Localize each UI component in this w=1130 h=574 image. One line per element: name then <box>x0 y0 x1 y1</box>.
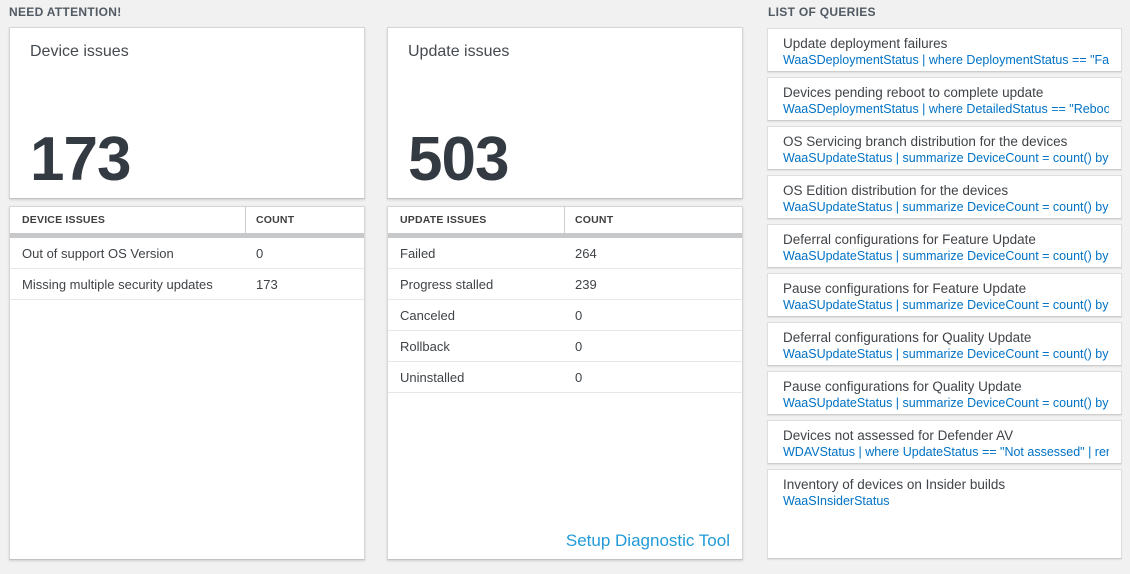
row-count: 0 <box>575 307 583 323</box>
table-row[interactable]: Failed 264 <box>388 238 742 269</box>
row-count: 239 <box>575 276 597 292</box>
table-row[interactable]: Out of support OS Version 0 <box>10 238 364 269</box>
query-title: Devices pending reboot to complete updat… <box>783 85 1044 100</box>
update-issues-table-header: UPDATE ISSUES COUNT <box>388 207 742 233</box>
query-text: WaaSUpdateStatus | summarize DeviceCount… <box>783 249 1109 263</box>
update-issues-table-tile: UPDATE ISSUES COUNT Failed 264 Progress … <box>387 206 743 560</box>
table-row[interactable]: Progress stalled 239 <box>388 269 742 300</box>
query-item[interactable]: Devices pending reboot to complete updat… <box>767 77 1122 121</box>
query-text: WDAVStatus | where UpdateStatus == "Not … <box>783 445 1109 459</box>
table-row[interactable]: Missing multiple security updates 173 <box>10 269 364 300</box>
query-title: Devices not assessed for Defender AV <box>783 428 1014 443</box>
row-label: Progress stalled <box>400 276 494 292</box>
device-issues-summary-tile[interactable]: Device issues 173 <box>9 27 365 199</box>
query-item[interactable]: Deferral configurations for Quality Upda… <box>767 322 1122 366</box>
need-attention-section-header: NEED ATTENTION! <box>9 5 122 19</box>
query-title: Update deployment failures <box>783 36 948 51</box>
row-label: Canceled <box>400 307 455 323</box>
setup-diagnostic-tool-link[interactable]: Setup Diagnostic Tool <box>565 531 730 550</box>
device-issues-table-tile: DEVICE ISSUES COUNT Out of support OS Ve… <box>9 206 365 560</box>
row-label: Rollback <box>400 338 450 354</box>
query-title: OS Servicing branch distribution for the… <box>783 134 1068 149</box>
query-title: Deferral configurations for Quality Upda… <box>783 330 1032 345</box>
update-count-column-header: COUNT <box>564 207 742 233</box>
query-item[interactable]: Update deployment failures WaaSDeploymen… <box>767 28 1122 72</box>
query-text: WaaSUpdateStatus | summarize DeviceCount… <box>783 396 1109 410</box>
query-item[interactable]: Inventory of devices on Insider builds W… <box>767 469 1122 559</box>
table-row[interactable]: Rollback 0 <box>388 331 742 362</box>
update-issues-title: Update issues <box>408 43 510 60</box>
list-of-queries-panel: Update deployment failures WaaSDeploymen… <box>767 28 1122 559</box>
row-label: Failed <box>400 245 436 261</box>
query-text: WaaSUpdateStatus | summarize DeviceCount… <box>783 347 1109 361</box>
query-item[interactable]: Pause configurations for Feature Update … <box>767 273 1122 317</box>
query-title: OS Edition distribution for the devices <box>783 183 1009 198</box>
row-label: Missing multiple security updates <box>22 276 213 292</box>
table-row[interactable]: Uninstalled 0 <box>388 362 742 393</box>
query-text: WaaSUpdateStatus | summarize DeviceCount… <box>783 151 1109 165</box>
update-issues-column-header: UPDATE ISSUES <box>400 214 487 226</box>
update-issues-count: 503 <box>408 125 509 194</box>
query-title: Deferral configurations for Feature Upda… <box>783 232 1036 247</box>
device-issues-count: 173 <box>30 125 131 194</box>
row-count: 0 <box>256 245 264 261</box>
row-count: 0 <box>575 338 583 354</box>
device-issues-title: Device issues <box>30 43 129 60</box>
table-header-divider-bar <box>388 233 742 238</box>
query-text: WaaSInsiderStatus <box>783 494 890 508</box>
query-title: Inventory of devices on Insider builds <box>783 477 1006 492</box>
query-text: WaaSDeploymentStatus | where DeploymentS… <box>783 53 1109 67</box>
table-header-divider-bar <box>10 233 364 238</box>
device-count-column-header: COUNT <box>245 207 364 233</box>
query-text: WaaSUpdateStatus | summarize DeviceCount… <box>783 200 1109 214</box>
query-item[interactable]: Devices not assessed for Defender AV WDA… <box>767 420 1122 464</box>
device-issues-table-header: DEVICE ISSUES COUNT <box>10 207 364 233</box>
row-label: Uninstalled <box>400 369 465 385</box>
query-title: Pause configurations for Feature Update <box>783 281 1027 296</box>
table-row[interactable]: Canceled 0 <box>388 300 742 331</box>
device-issues-column-header: DEVICE ISSUES <box>22 214 106 226</box>
list-of-queries-section-header: LIST OF QUERIES <box>768 5 876 19</box>
query-item[interactable]: OS Edition distribution for the devices … <box>767 175 1122 219</box>
update-issues-summary-tile[interactable]: Update issues 503 <box>387 27 743 199</box>
query-text: WaaSDeploymentStatus | where DetailedSta… <box>783 102 1109 116</box>
row-count: 173 <box>256 276 278 292</box>
row-count: 0 <box>575 369 583 385</box>
row-label: Out of support OS Version <box>22 245 174 261</box>
row-count: 264 <box>575 245 597 261</box>
query-item[interactable]: OS Servicing branch distribution for the… <box>767 126 1122 170</box>
query-title: Pause configurations for Quality Update <box>783 379 1022 394</box>
query-text: WaaSUpdateStatus | summarize DeviceCount… <box>783 298 1109 312</box>
query-item[interactable]: Deferral configurations for Feature Upda… <box>767 224 1122 268</box>
query-item[interactable]: Pause configurations for Quality Update … <box>767 371 1122 415</box>
